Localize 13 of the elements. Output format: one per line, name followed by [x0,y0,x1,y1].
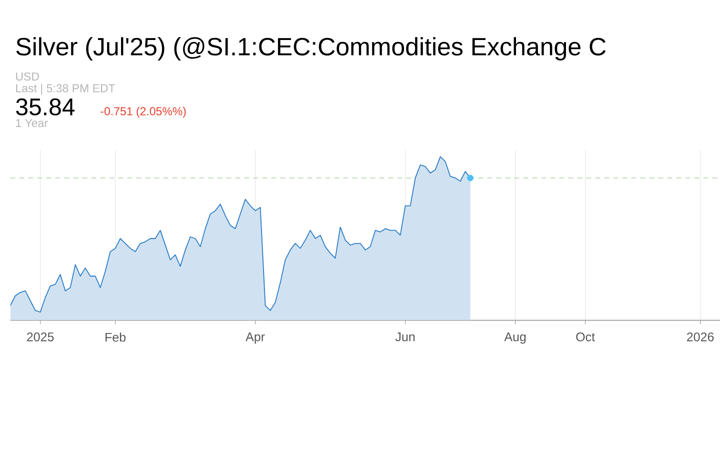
x-tick-label: Oct [576,332,595,342]
x-tick-label: 2025 [27,332,54,342]
x-tick-label: 2026 [687,332,714,342]
x-tick-label: Aug [504,332,526,344]
x-tick-label: Feb [106,332,126,342]
text: 35.84 [16,98,75,116]
text: -0.751 (2.05%%) [100,106,186,118]
x-tick-label: Apr [246,332,265,344]
text: USD [16,72,39,81]
text: 1 Year [16,119,48,128]
text: Last | 5:38 PM EDT [16,84,116,95]
x-tick-label: Jun [395,332,415,342]
chart-title: Silver (Jul'25) (@SI.1:CEC:Commodities Exchange C [16,37,606,60]
